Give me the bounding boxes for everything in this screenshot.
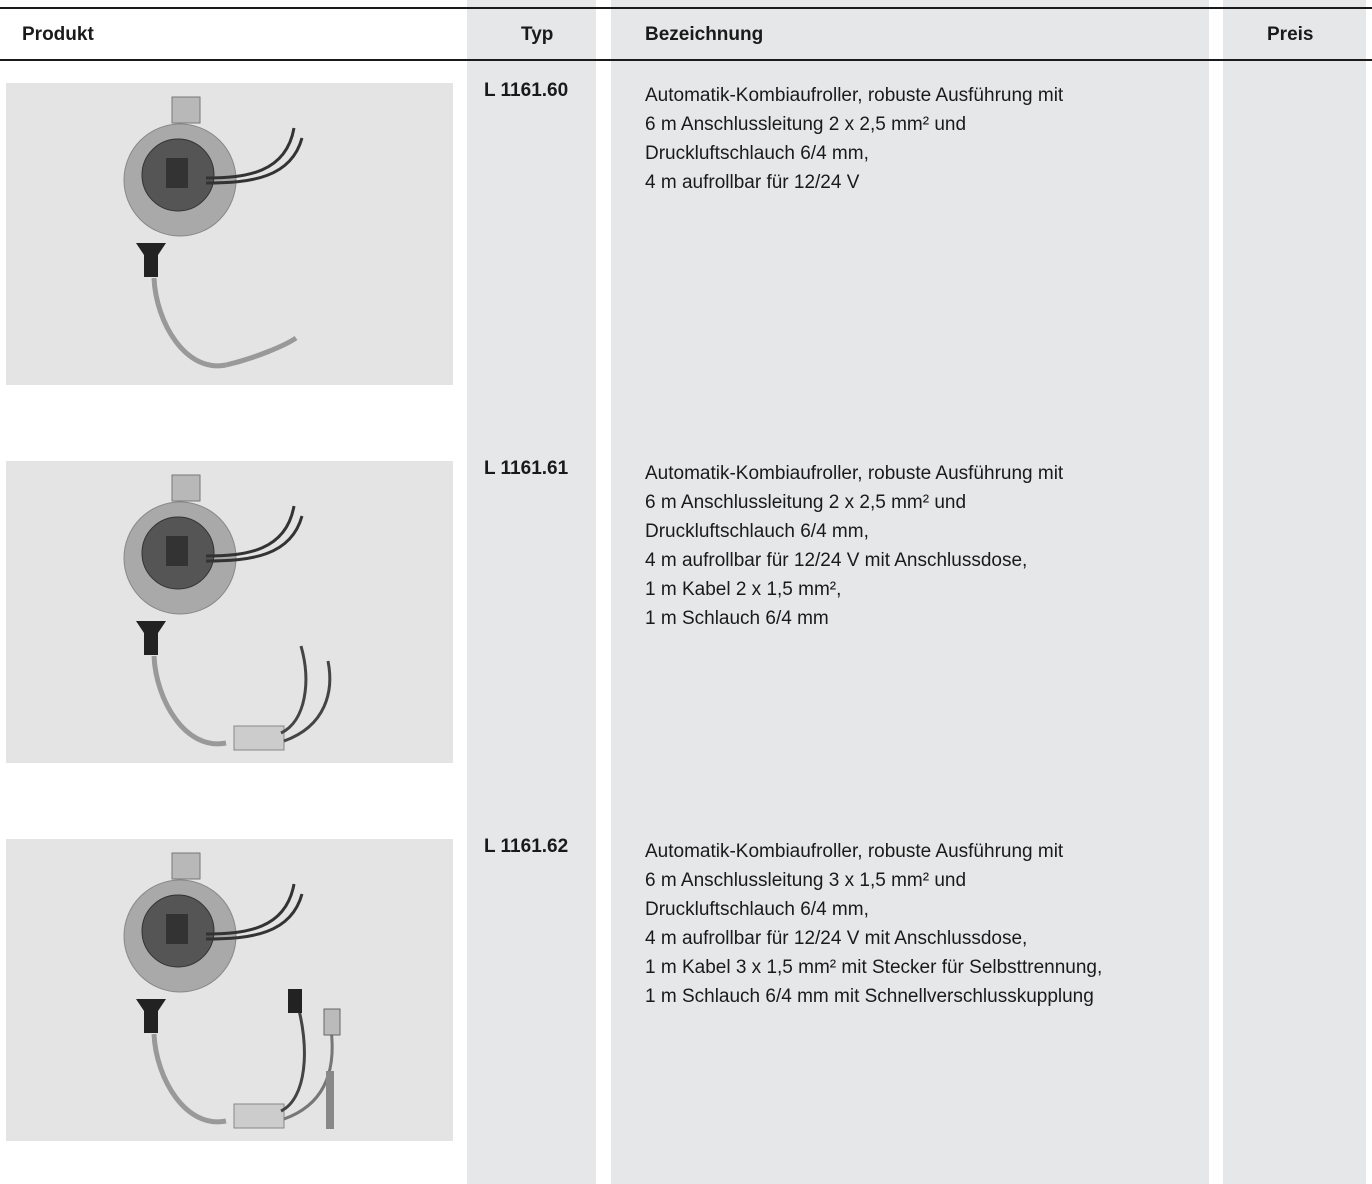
typ-column	[467, 0, 596, 1184]
description-column	[611, 0, 1209, 1184]
description-line: Automatik-Kombiaufroller, robuste Ausfüh…	[645, 841, 1064, 862]
header-typ: Typ	[521, 24, 554, 45]
top-rule	[0, 7, 1372, 9]
header-rule	[0, 59, 1372, 61]
type-code: L 1161.61	[484, 458, 569, 479]
header-preis: Preis	[1267, 24, 1314, 45]
description-line: 1 m Kabel 2 x 1,5 mm²,	[645, 579, 842, 600]
type-code: L 1161.60	[484, 80, 569, 101]
product-image	[6, 839, 453, 1141]
header-bezeichnung: Bezeichnung	[645, 24, 764, 45]
description-line: 6 m Anschlussleitung 2 x 2,5 mm² und	[645, 114, 967, 135]
description-line: Druckluftschlauch 6/4 mm,	[645, 899, 869, 920]
type-code: L 1161.62	[484, 836, 569, 857]
description-line: 6 m Anschlussleitung 2 x 2,5 mm² und	[645, 492, 967, 513]
description-line: Druckluftschlauch 6/4 mm,	[645, 521, 869, 542]
description-line: 4 m aufrollbar für 12/24 V mit Anschluss…	[645, 928, 1028, 949]
description-line: 1 m Schlauch 6/4 mm mit Schnellverschlus…	[645, 986, 1094, 1007]
description-line: Automatik-Kombiaufroller, robuste Ausfüh…	[645, 85, 1064, 106]
price-column	[1223, 0, 1366, 1184]
header-produkt: Produkt	[22, 24, 94, 45]
product-image	[6, 461, 453, 763]
description-line: 1 m Schlauch 6/4 mm	[645, 608, 829, 629]
description-line: 6 m Anschlussleitung 3 x 1,5 mm² und	[645, 870, 967, 891]
description-line: 1 m Kabel 3 x 1,5 mm² mit Stecker für Se…	[645, 957, 1103, 978]
description-line: 4 m aufrollbar für 12/24 V mit Anschluss…	[645, 550, 1028, 571]
product-image	[6, 83, 453, 385]
description-line: Automatik-Kombiaufroller, robuste Ausfüh…	[645, 463, 1064, 484]
description-line: Druckluftschlauch 6/4 mm,	[645, 143, 869, 164]
description-line: 4 m aufrollbar für 12/24 V	[645, 172, 860, 193]
